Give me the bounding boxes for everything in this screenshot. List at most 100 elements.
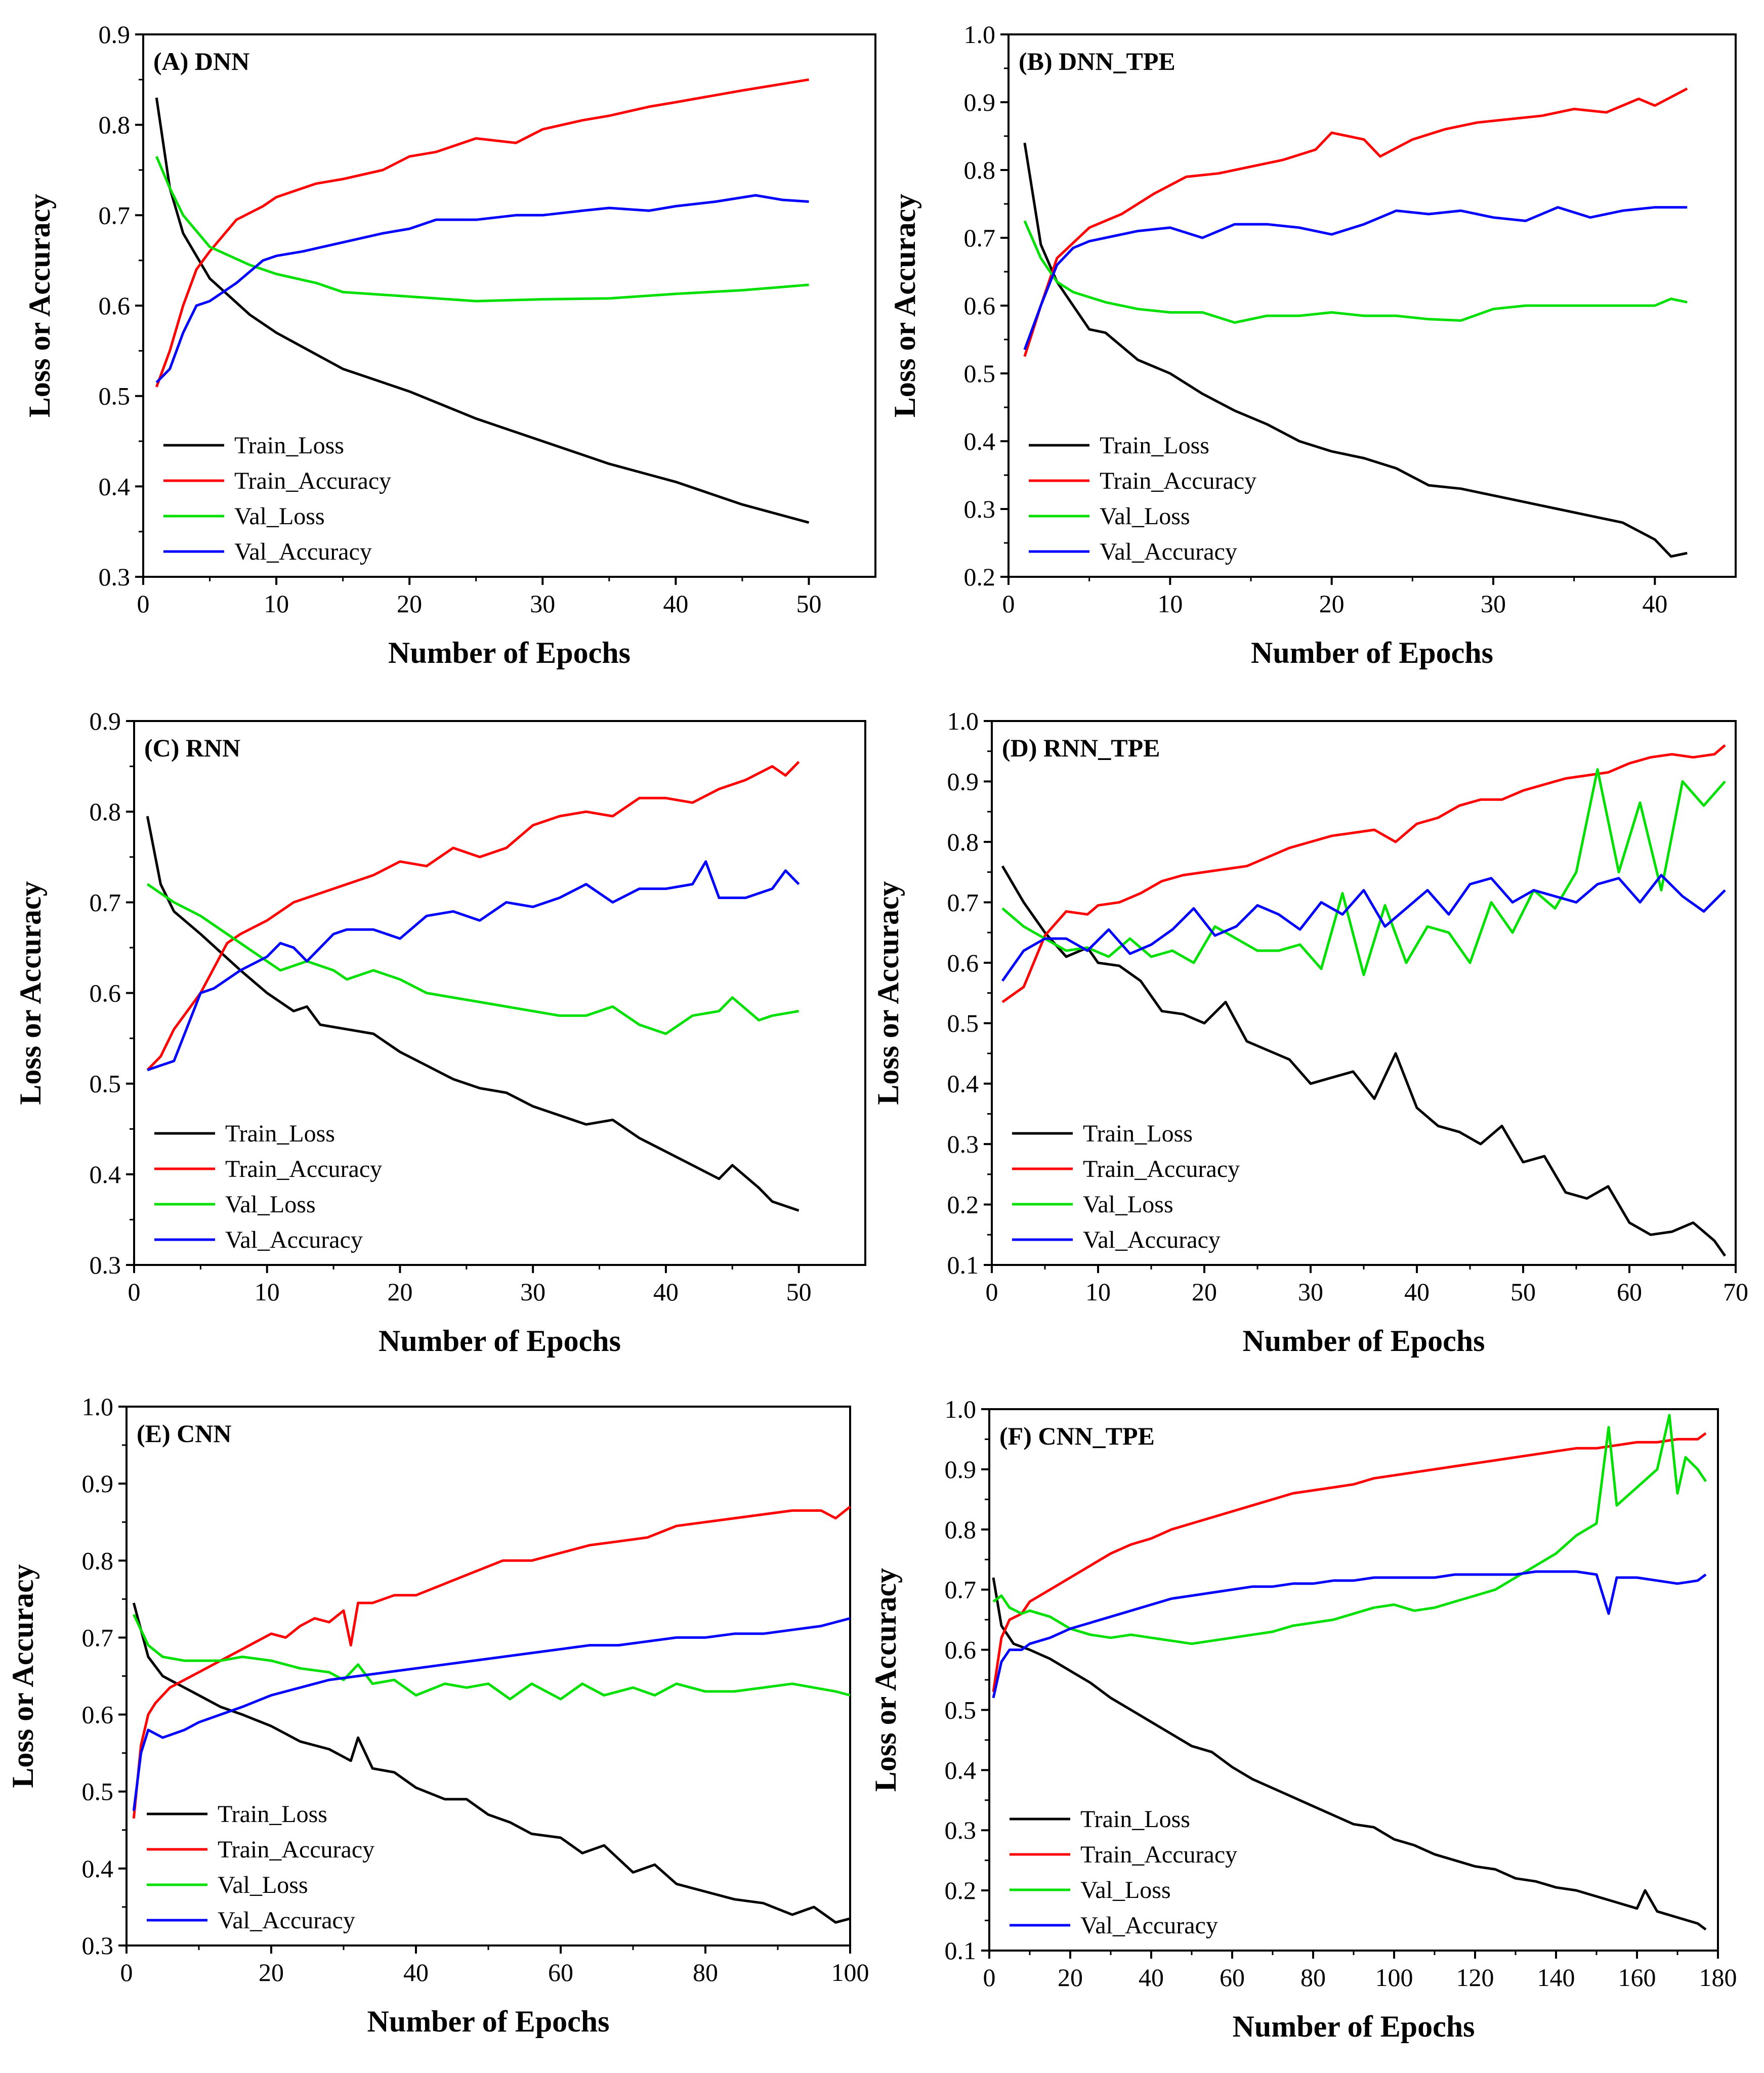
series-line-val-accuracy [132, 1617, 851, 1811]
y-tick-label: 0.5 [964, 359, 996, 388]
x-tick-label: 30 [530, 589, 555, 618]
x-tick-label: 10 [255, 1278, 280, 1306]
panel-title: (C) RNN [144, 734, 240, 762]
y-tick-label: 0.8 [964, 156, 996, 184]
series-line-val-accuracy [1023, 206, 1688, 350]
series-line-val-loss [1023, 220, 1688, 324]
panel-title: (D) RNN_TPE [1002, 734, 1160, 762]
chart-panel-3: 0 10 20 30 40 50 0.3 0.4 0.5 0.6 0.7 0.8 0.9 Number o… [14, 707, 866, 1358]
x-tick-label: 80 [1300, 1963, 1326, 1992]
series-line-train-accuracy [1023, 87, 1688, 357]
series-line-train-accuracy [155, 78, 809, 388]
legend-label: Val_Accuracy [1080, 1912, 1218, 1939]
y-tick-label: 0.5 [82, 1778, 114, 1806]
y-tick-label: 0.3 [82, 1931, 114, 1960]
y-tick-label: 0.2 [964, 563, 996, 591]
legend-label: Val_Loss [234, 503, 325, 530]
x-tick-label: 10 [1085, 1278, 1111, 1306]
y-tick-label: 0.9 [964, 88, 996, 116]
panel-title: (E) CNN [137, 1419, 231, 1448]
y-axis-title: Loss or Accuracy [23, 194, 56, 417]
x-tick-label: 30 [520, 1278, 545, 1306]
plot-frame [142, 33, 876, 578]
series-line-train-loss [146, 816, 800, 1212]
x-tick-label: 0 [137, 589, 150, 618]
series-line-val-accuracy [1001, 874, 1726, 982]
series-line-train-accuracy [146, 760, 800, 1071]
legend-label: Val_Loss [218, 1872, 308, 1898]
y-tick-label: 0.9 [82, 1469, 114, 1498]
x-tick-label: 120 [1456, 1963, 1494, 1992]
y-tick-label: 0.6 [99, 291, 131, 320]
series-line-val-accuracy [992, 1570, 1707, 1699]
x-tick-label: 0 [986, 1278, 998, 1306]
x-tick-label: 40 [1642, 589, 1667, 618]
legend-label: Val_Accuracy [234, 538, 372, 565]
y-tick-label: 1.0 [82, 1392, 114, 1421]
x-tick-label: 0 [120, 1958, 133, 1986]
plot-frame [125, 1406, 851, 1947]
x-tick-label: 50 [786, 1278, 812, 1306]
y-tick-label: 0.4 [947, 1070, 979, 1098]
x-tick-label: 30 [1481, 589, 1506, 618]
x-tick-label: 60 [1617, 1278, 1642, 1306]
x-axis-title: Number of Epochs [367, 2005, 610, 2038]
x-tick-label: 20 [259, 1958, 284, 1986]
x-axis-title: Number of Epochs [1233, 2010, 1475, 2043]
x-tick-label: 20 [1192, 1278, 1217, 1306]
y-tick-label: 0.7 [82, 1623, 114, 1652]
y-tick-label: 0.2 [945, 1876, 977, 1905]
legend-label: Train_Accuracy [218, 1836, 374, 1863]
chart-panel-6: 0 20 40 60 80 100 120 140 160 180 0.1 0.2 0.3 0.4 0.5 0… [869, 1395, 1737, 2043]
x-tick-label: 100 [1375, 1963, 1413, 1992]
legend-label: Train_Accuracy [234, 468, 391, 494]
x-tick-label: 70 [1723, 1278, 1748, 1306]
legend-label: Val_Loss [1083, 1191, 1173, 1218]
y-tick-label: 0.8 [90, 797, 121, 826]
series-line-train-accuracy [992, 1432, 1707, 1693]
legend-label: Val_Loss [1080, 1877, 1171, 1903]
plot-frame [988, 1408, 1719, 1952]
series-line-train-accuracy [132, 1505, 851, 1819]
series-line-val-accuracy [155, 194, 809, 384]
series-line-train-loss [1001, 865, 1727, 1257]
y-tick-label: 1.0 [964, 20, 996, 49]
y-tick-label: 0.1 [945, 1936, 977, 1965]
legend-label: Train_Accuracy [1080, 1841, 1237, 1868]
y-tick-label: 0.4 [90, 1160, 121, 1189]
x-axis-title: Number of Epochs [1251, 636, 1493, 669]
plot-frame [133, 720, 866, 1266]
y-tick-label: 0.5 [947, 1009, 979, 1037]
x-tick-label: 80 [693, 1958, 718, 1986]
y-tick-label: 1.0 [945, 1395, 977, 1423]
x-tick-label: 10 [1157, 589, 1183, 618]
legend-label: Train_Loss [1083, 1120, 1193, 1147]
y-tick-label: 0.7 [964, 224, 996, 252]
legend-label: Train_Loss [218, 1801, 327, 1828]
series-line-val-loss [133, 1614, 851, 1701]
series-line-train-loss [155, 97, 810, 524]
y-tick-label: 0.5 [99, 382, 131, 410]
x-tick-label: 160 [1618, 1963, 1656, 1992]
y-tick-label: 0.4 [99, 472, 131, 500]
y-tick-label: 0.8 [947, 828, 979, 856]
x-tick-label: 20 [387, 1278, 412, 1306]
x-tick-label: 100 [831, 1958, 869, 1986]
legend-label: Train_Accuracy [1100, 468, 1256, 494]
legend-label: Val_Accuracy [218, 1907, 355, 1934]
x-tick-label: 40 [1139, 1963, 1164, 1992]
y-axis-title: Loss or Accuracy [888, 194, 921, 417]
legend-label: Train_Loss [1080, 1806, 1190, 1833]
series-line-train-loss [992, 1577, 1707, 1931]
y-tick-label: 0.5 [945, 1696, 977, 1724]
legend-label: Train_Loss [1100, 432, 1209, 459]
legend-label: Train_Accuracy [1083, 1156, 1240, 1182]
y-tick-label: 0.3 [964, 495, 996, 523]
x-tick-label: 60 [548, 1958, 573, 1986]
x-tick-label: 40 [663, 589, 688, 618]
x-tick-label: 50 [796, 589, 821, 618]
series-line-train-loss [132, 1602, 851, 1924]
y-tick-label: 0.4 [82, 1854, 114, 1883]
y-tick-label: 0.8 [99, 111, 131, 139]
chart-panel-1: 0 10 20 30 40 50 0.3 0.4 0.5 0.6 0.7 0.8 0.9 Number o… [23, 20, 876, 669]
